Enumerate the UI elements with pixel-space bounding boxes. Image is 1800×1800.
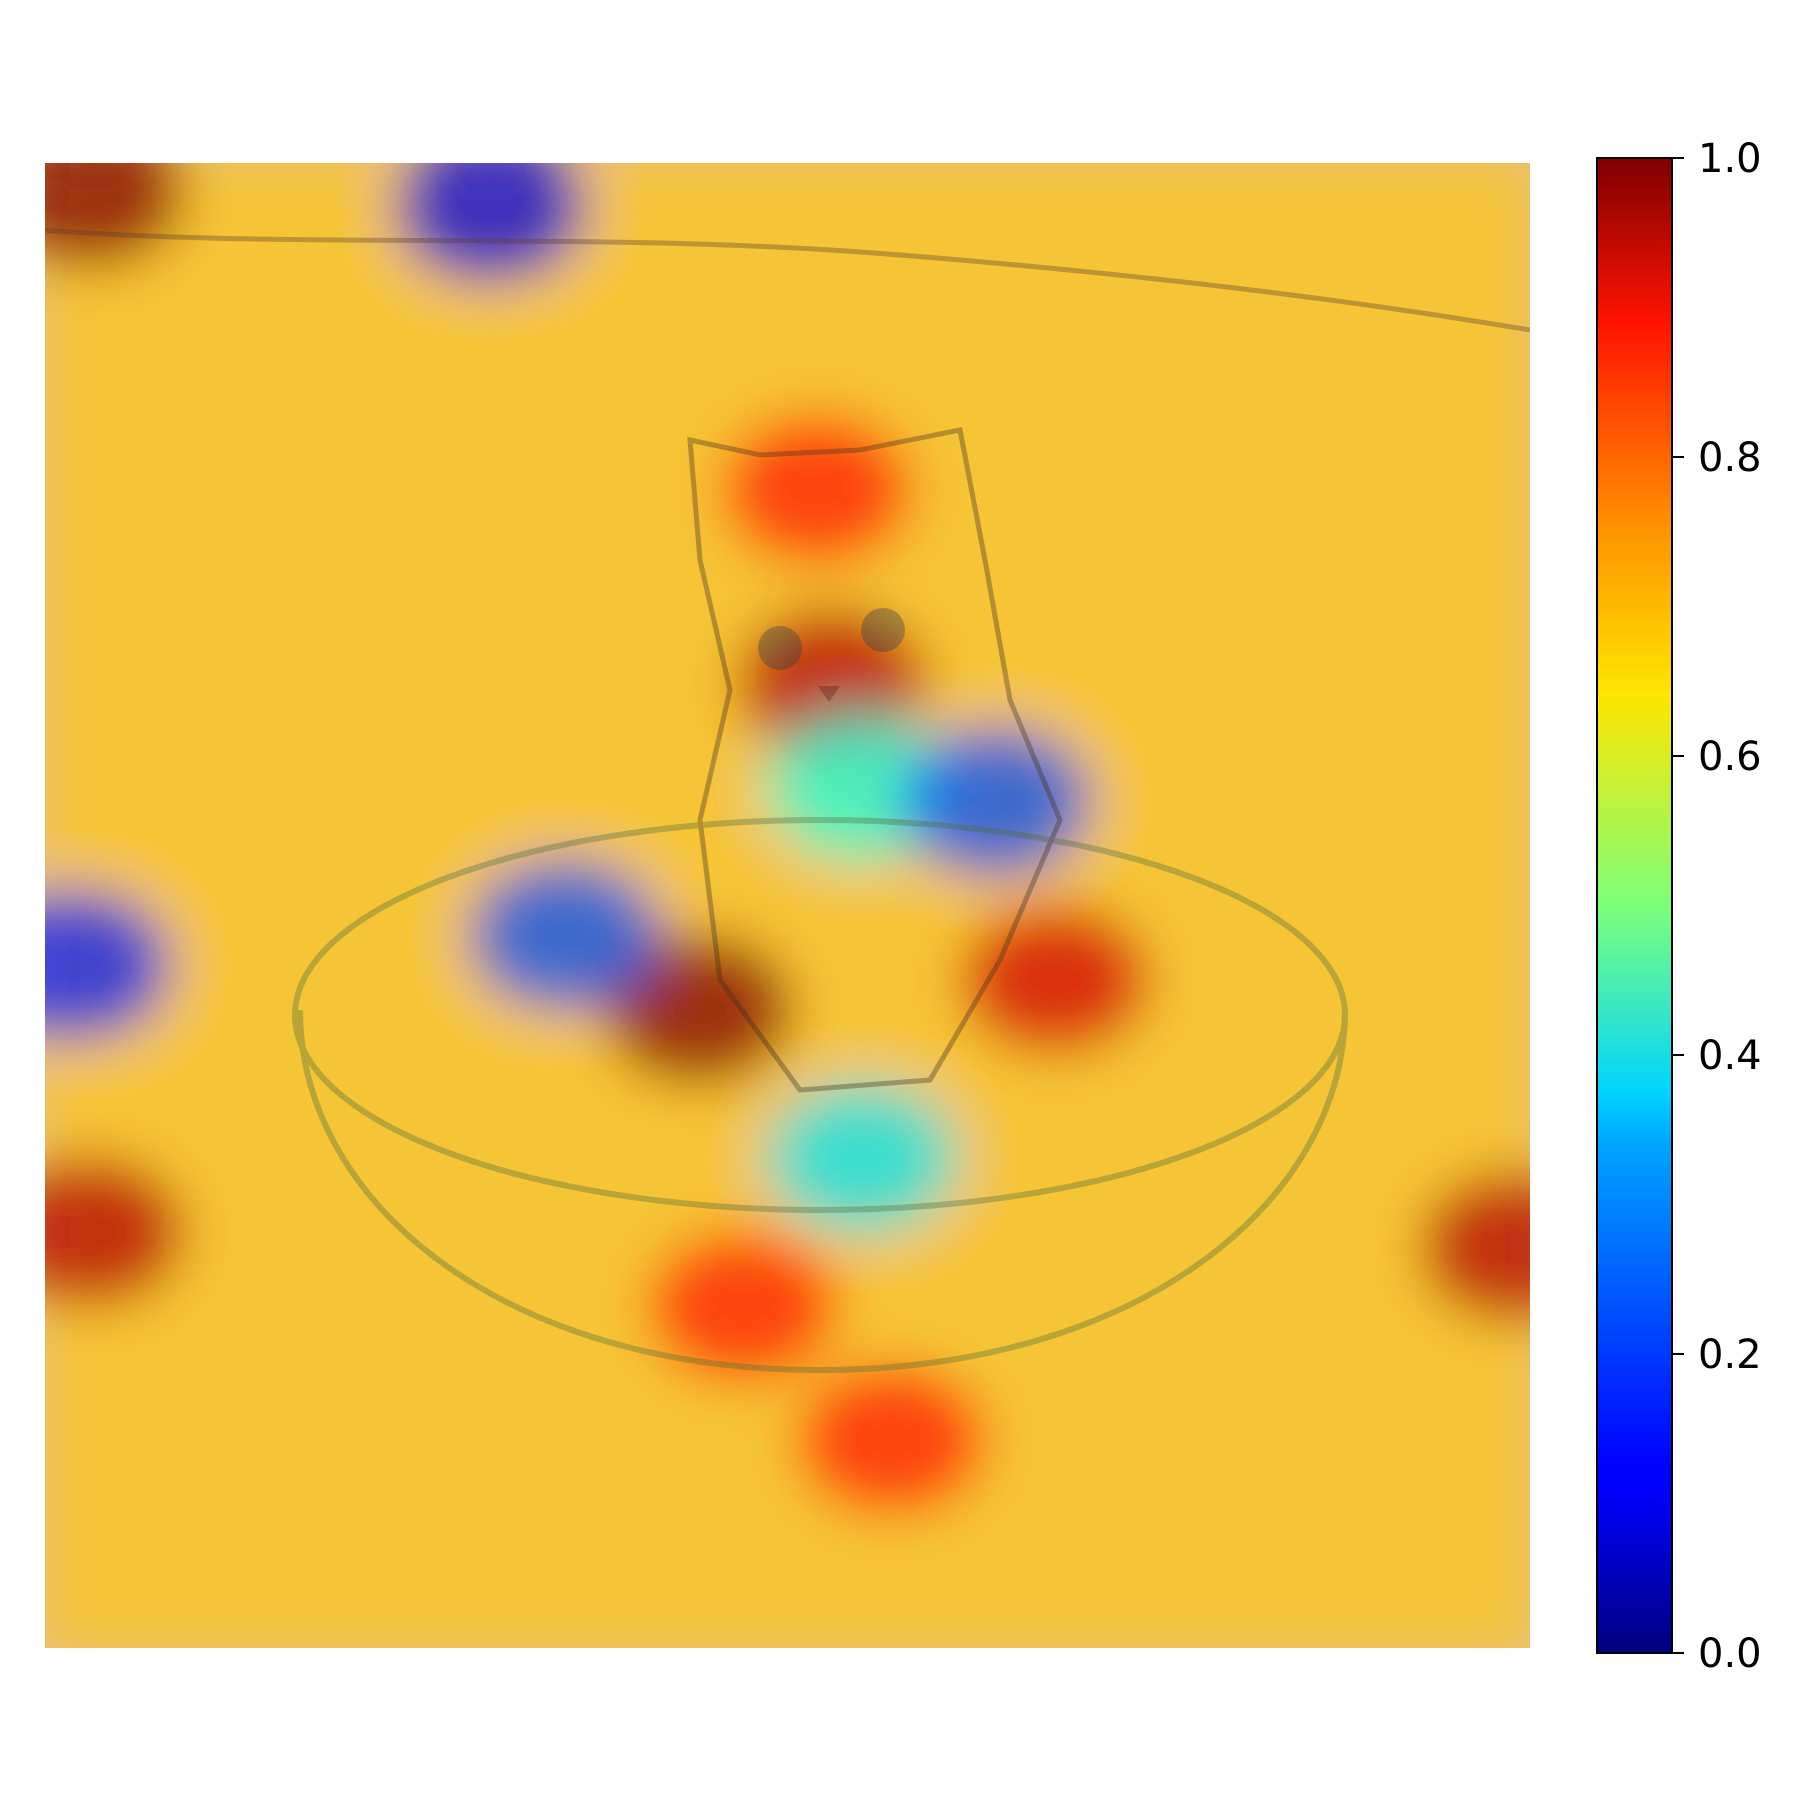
colorbar-tick-label: 0.0: [1698, 1631, 1762, 1677]
colorbar-tick-label: 0.4: [1698, 1033, 1762, 1079]
pet-bed-rim: [292, 817, 1348, 1213]
colorbar: 0.0 0.2 0.4 0.6 0.8 1.0: [1596, 136, 1762, 1677]
kitten-nose: [818, 686, 840, 702]
heat-blob-kitten-forehead: [722, 414, 913, 565]
kitten-left-eye: [758, 626, 802, 670]
heat-blob-bed-bottom-rim: [647, 1231, 838, 1382]
heat-blob-left-lower-edge: [45, 1157, 185, 1308]
heat-blob-left-edge: [45, 889, 170, 1040]
carpet-edge: [45, 227, 1530, 333]
heat-blob-left-paw-shadow: [603, 934, 794, 1085]
heat-blob-right-lower-edge: [1420, 1172, 1530, 1323]
heatmap-base-tint: [45, 163, 1530, 1648]
heat-blob-bed-interior: [766, 1082, 957, 1233]
kitten-right-eye: [861, 608, 905, 652]
heatmap-blobs: [45, 163, 1530, 1648]
heat-blob-top-left-corner: [45, 163, 185, 268]
heat-blob-right-paw: [959, 904, 1150, 1055]
colorbar-ticks: 0.0 0.2 0.4 0.6 0.8 1.0: [1672, 136, 1762, 1677]
colorbar-tick-label: 0.8: [1698, 435, 1762, 481]
photo-content: [45, 227, 1530, 1374]
heat-blob-top-dark-band: [395, 163, 586, 283]
colorbar-tick-label: 0.6: [1698, 734, 1762, 780]
pet-bed-base: [297, 1009, 1348, 1374]
colorbar-tick-label: 1.0: [1698, 136, 1762, 182]
colorbar-tick-label: 0.2: [1698, 1332, 1762, 1378]
heat-blob-bed-left-rim: [469, 860, 660, 1011]
heat-blob-right-shoulder: [900, 726, 1091, 877]
kitten-silhouette: [687, 427, 1063, 1093]
heatmap-image-area: [45, 163, 1530, 1648]
colorbar-gradient: [1596, 157, 1673, 1654]
heat-blob-bottom-band: [796, 1365, 987, 1516]
